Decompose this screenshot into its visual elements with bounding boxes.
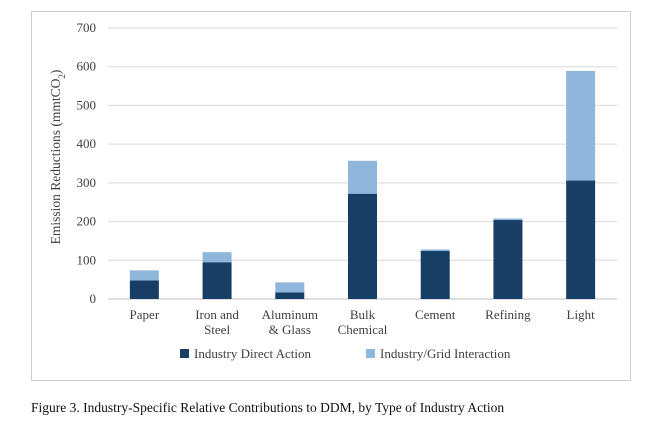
y-tick-label: 300: [77, 175, 97, 190]
legend-label: Industry/Grid Interaction: [380, 346, 511, 361]
legend: Industry Direct Action Industry/Grid Inte…: [180, 346, 511, 361]
y-tick-label: 700: [77, 20, 97, 35]
bar-segment-direct: [420, 250, 450, 299]
legend-label: Industry Direct Action: [194, 346, 311, 361]
y-tick-label: 600: [77, 59, 97, 74]
y-tick-label: 400: [77, 136, 97, 151]
bar-segment-direct: [566, 180, 596, 299]
figure-caption: Figure 3. Industry-Specific Relative Con…: [31, 400, 505, 415]
bar-segment-direct: [348, 193, 377, 299]
bar-segment-grid: [493, 218, 523, 221]
bar-segment-direct: [129, 280, 159, 299]
legend-swatch-direct: [180, 349, 189, 358]
y-axis-label: Emission Reductions (mmtCO2): [48, 70, 67, 245]
stacked-bar-chart: 0 100 200 300 400 500 600 700 Paper Iron and Stee…: [48, 20, 617, 361]
bar-segment-grid: [202, 252, 232, 263]
chart-frame: 0 100 200 300 400 500 600 700 Paper Iron and Stee…: [31, 11, 631, 381]
bar-segment-grid: [420, 249, 450, 251]
y-axis-ticks: 0 100 200 300 400 500 600 700: [77, 20, 97, 306]
y-tick-label: 200: [77, 214, 97, 229]
y-tick-label: 100: [77, 252, 97, 267]
x-tick-label: Refining: [485, 307, 531, 322]
y-tick-label: 0: [90, 291, 97, 306]
legend-swatch-grid: [366, 349, 375, 358]
x-tick-label: Aluminum & Glass: [262, 307, 318, 337]
bars: [129, 70, 596, 299]
bar-segment-direct: [202, 262, 232, 299]
y-tick-label: 500: [77, 97, 97, 112]
x-tick-label: Paper: [130, 307, 160, 322]
bar-segment-grid: [348, 160, 377, 194]
bar-segment-direct: [493, 220, 523, 299]
x-tick-label: Cement: [415, 307, 456, 322]
bar-segment-direct: [275, 292, 305, 299]
bar-segment-grid: [129, 270, 159, 281]
bar-segment-grid: [275, 282, 305, 293]
x-axis-labels: Paper Iron and Steel Aluminum & Glass Bulk Che…: [130, 307, 596, 337]
x-tick-label: Iron and Steel: [195, 307, 239, 337]
x-tick-label: Light: [567, 307, 596, 322]
x-tick-label: Bulk Chemical: [338, 307, 388, 337]
bar-segment-grid: [566, 70, 596, 181]
